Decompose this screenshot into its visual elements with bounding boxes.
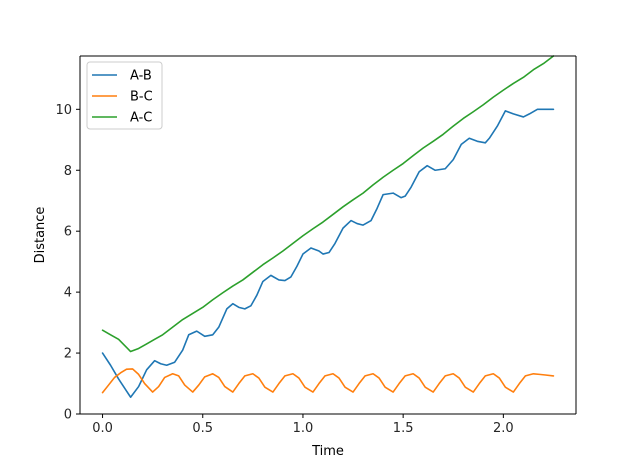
x-tick-label: 1.5 <box>393 421 414 436</box>
y-tick-label: 4 <box>64 286 72 301</box>
x-tick-label: 2.0 <box>493 421 514 436</box>
legend-label-a-c: A-C <box>130 111 152 126</box>
x-tick-label: 0.5 <box>192 421 213 436</box>
plot-area <box>80 56 576 414</box>
y-tick-label: 0 <box>64 408 72 423</box>
x-tick-label: 1.0 <box>293 421 314 436</box>
series-line-b-c <box>101 368 555 394</box>
x-tick-label: 0.0 <box>92 421 113 436</box>
legend-label-b-c: B-C <box>130 90 153 105</box>
y-tick-label: 10 <box>55 103 72 118</box>
legend: A-B B-C A-C <box>86 61 163 130</box>
legend-label-a-b: A-B <box>130 69 152 84</box>
y-tick-label: 6 <box>64 225 72 240</box>
series-line-a-b <box>101 108 555 399</box>
series-layer <box>101 55 555 399</box>
y-axis-label: Distance <box>33 207 48 264</box>
y-tick-label: 2 <box>64 347 72 362</box>
y-axis-ticks: 0 2 4 6 8 10 <box>55 103 80 423</box>
y-tick-label: 8 <box>64 164 72 179</box>
x-axis-label: Time <box>311 444 344 459</box>
plot-frame <box>79 55 577 415</box>
series-line-a-c <box>101 55 555 353</box>
legend-box <box>86 61 163 130</box>
x-axis-ticks: 0.0 0.5 1.0 1.5 2.0 <box>92 414 514 436</box>
